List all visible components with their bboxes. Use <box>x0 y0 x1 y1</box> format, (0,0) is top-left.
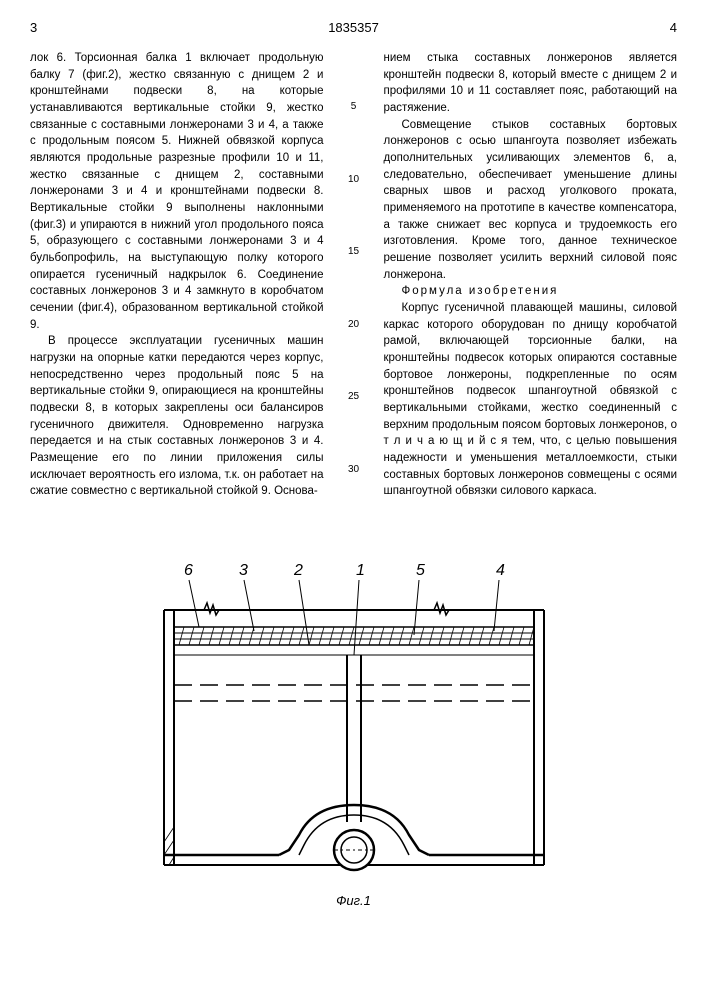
patent-number: 1835357 <box>246 20 462 35</box>
page-number-left: 3 <box>30 20 246 35</box>
page-number-right: 4 <box>461 20 677 35</box>
figure-container: 6 3 2 1 5 4 Фиг.1 <box>30 555 677 908</box>
svg-text:5: 5 <box>416 562 425 579</box>
line-num: 25 <box>348 390 359 405</box>
svg-text:1: 1 <box>356 562 365 579</box>
left-para-2: В процессе эксплуатации гусеничных машин… <box>30 333 324 500</box>
page-header: 3 1835357 4 <box>30 20 677 35</box>
line-num: 5 <box>351 100 357 115</box>
right-para-1: нием стыка составных лонжеронов является… <box>384 50 678 117</box>
left-column: лок 6. Торсионная балка 1 включает продо… <box>30 50 324 535</box>
line-numbers: 5 10 15 20 25 30 <box>344 50 364 535</box>
left-para-1: лок 6. Торсионная балка 1 включает продо… <box>30 50 324 333</box>
svg-text:2: 2 <box>293 562 303 579</box>
svg-text:3: 3 <box>239 562 248 579</box>
figure-1-diagram: 6 3 2 1 5 4 <box>104 555 604 885</box>
line-num: 30 <box>348 463 359 478</box>
figure-caption: Фиг.1 <box>30 893 677 908</box>
right-para-3: Корпус гусеничной плавающей машины, сило… <box>384 300 678 500</box>
svg-text:6: 6 <box>184 562 193 579</box>
svg-text:4: 4 <box>496 562 505 579</box>
right-para-2: Совмещение стыков составных бортовых лон… <box>384 117 678 284</box>
line-num: 15 <box>348 245 359 260</box>
line-num: 10 <box>348 173 359 188</box>
formula-title: Формула изобретения <box>384 283 678 300</box>
right-column: нием стыка составных лонжеронов является… <box>384 50 678 535</box>
text-columns: лок 6. Торсионная балка 1 включает продо… <box>30 50 677 535</box>
line-num: 20 <box>348 318 359 333</box>
